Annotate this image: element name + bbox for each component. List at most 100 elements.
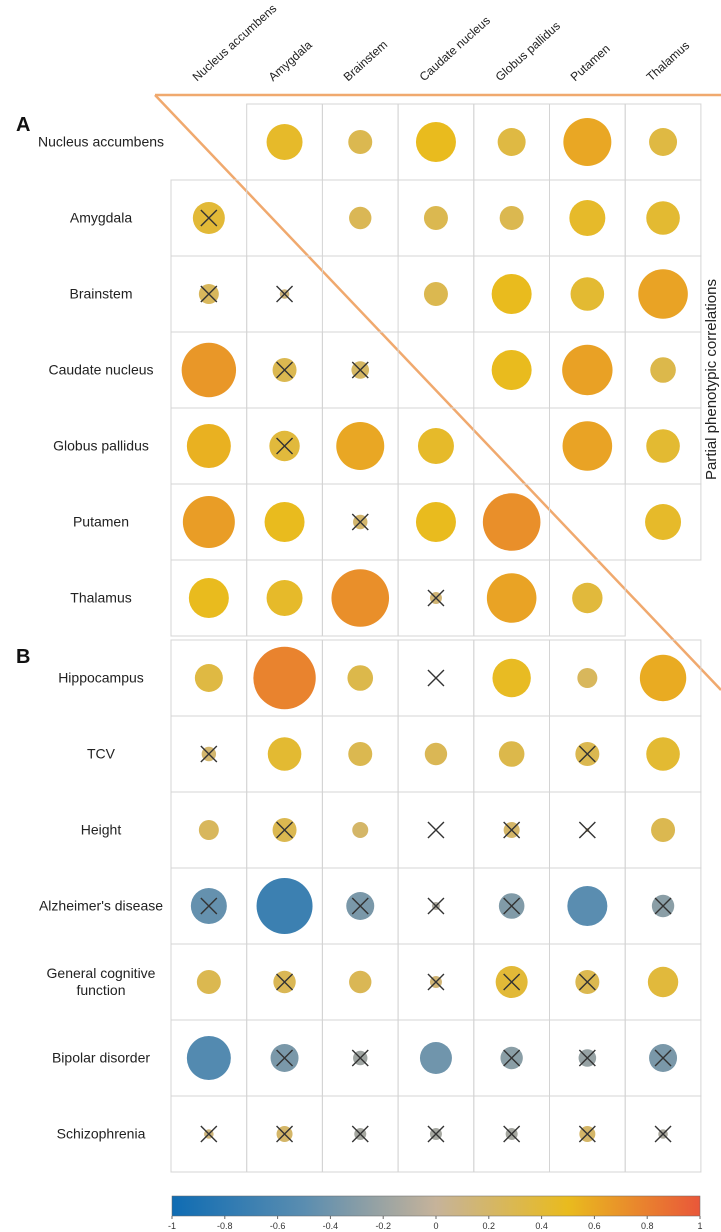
colorbar-tick-label: 1: [697, 1221, 702, 1231]
cell: [624, 1095, 702, 1173]
cross: [351, 361, 369, 379]
cross: [503, 897, 521, 915]
row-label: Globus pallidus: [53, 437, 149, 454]
cross: [200, 285, 218, 303]
corr-circle: [491, 350, 532, 390]
cross: [427, 973, 445, 991]
corr-circle: [253, 646, 316, 710]
corr-circle: [570, 277, 605, 311]
corr-circle: [562, 421, 613, 471]
cross: [427, 669, 445, 687]
cross: [200, 897, 218, 915]
cross: [654, 1125, 672, 1143]
cross: [427, 897, 445, 915]
corr-circle: [647, 966, 679, 998]
corr-circle: [347, 665, 374, 691]
cross: [654, 897, 672, 915]
colorbar-tick-label: 0.2: [483, 1221, 496, 1231]
cross: [200, 745, 218, 763]
cross: [427, 821, 445, 839]
cross: [276, 361, 294, 379]
corr-circle: [419, 1042, 452, 1074]
cross: [503, 1125, 521, 1143]
colorbar-tick-label: -0.4: [323, 1221, 339, 1231]
colorbar-tick-label: 0.8: [641, 1221, 654, 1231]
colorbar-tick-label: 0.6: [588, 1221, 601, 1231]
panel-label: A: [16, 114, 31, 136]
corr-circle: [182, 496, 235, 548]
corr-circle: [649, 128, 678, 156]
corr-circle: [491, 274, 532, 314]
row-label: Caudate nucleus: [48, 361, 154, 378]
cross: [427, 589, 445, 607]
corr-circle: [186, 1036, 231, 1080]
corr-circle: [651, 818, 676, 842]
row-label: Brainstem: [69, 285, 133, 302]
corr-circle: [569, 200, 606, 236]
corr-circle: [264, 502, 305, 542]
corr-circle: [650, 357, 676, 383]
row-label: Amygdala: [69, 209, 133, 226]
row-label: Putamen: [72, 513, 130, 530]
corr-circle: [423, 206, 448, 230]
cross: [276, 285, 294, 303]
row-label: Thalamus: [70, 589, 132, 606]
cell: [549, 559, 626, 637]
corr-circle: [567, 886, 608, 926]
cross: [578, 821, 596, 839]
corr-circle: [646, 737, 680, 771]
cross: [503, 973, 521, 991]
cross: [578, 1125, 596, 1143]
corr-circle: [331, 569, 390, 627]
cross: [503, 821, 521, 839]
corr-circle: [266, 580, 303, 616]
row-label: Bipolar disorder: [51, 1049, 151, 1066]
corr-circle: [352, 822, 369, 838]
cross: [503, 1049, 521, 1067]
corr-circle: [498, 741, 525, 767]
corr-circle: [486, 573, 537, 623]
corr-circle: [188, 578, 229, 618]
row-label: Alzheimer's disease: [38, 897, 164, 914]
panel-label: B: [16, 646, 31, 668]
cross: [276, 437, 294, 455]
row-label: Height: [80, 821, 122, 838]
row-label: Nucleus accumbens: [37, 133, 165, 150]
colorbar-tick-label: 0.4: [535, 1221, 548, 1231]
corr-circle: [646, 201, 680, 235]
colorbar-tick-label: -1: [168, 1221, 176, 1231]
cross: [276, 973, 294, 991]
cross: [578, 1049, 596, 1067]
row-label: Schizophrenia: [56, 1125, 146, 1142]
corr-circle: [499, 206, 524, 230]
corr-circle: [181, 342, 237, 398]
corr-circle: [349, 970, 372, 994]
corr-circle: [348, 130, 373, 154]
cross: [351, 1049, 369, 1067]
corr-circle: [266, 124, 303, 160]
cross: [427, 1125, 445, 1143]
corr-circle: [256, 878, 313, 934]
row-label: Hippocampus: [58, 669, 144, 686]
corr-circle: [497, 128, 526, 156]
corr-circle: [267, 737, 302, 771]
colorbar: [171, 1195, 701, 1217]
triangle-diagonal: [154, 94, 721, 691]
cross: [276, 821, 294, 839]
corr-circle: [577, 668, 598, 688]
colorbar-tick-label: -0.2: [375, 1221, 391, 1231]
cross: [276, 1125, 294, 1143]
cross: [578, 973, 596, 991]
corr-circle: [198, 820, 219, 840]
corr-circle: [415, 122, 456, 162]
corr-circle: [196, 970, 221, 994]
row-label: General cognitive function: [46, 965, 156, 998]
corr-circle: [482, 493, 541, 551]
corr-circle: [645, 504, 682, 540]
corr-circle: [572, 582, 603, 614]
colorbar-tick-label: 0: [433, 1221, 438, 1231]
cross: [351, 897, 369, 915]
corr-circle: [194, 664, 223, 692]
